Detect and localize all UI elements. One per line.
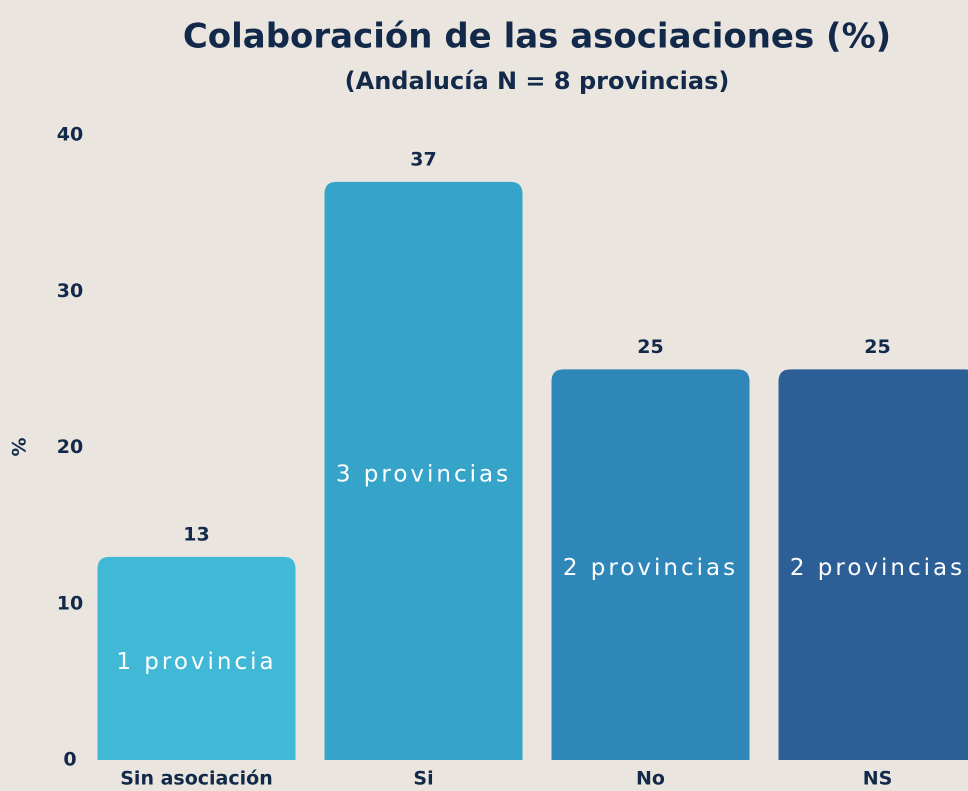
x-tick-label: Si	[413, 768, 433, 790]
chart-title: Colaboración de las asociaciones (%)	[183, 17, 891, 57]
y-tick-label: 0	[63, 749, 76, 771]
bar-annotation: 2 provincias	[790, 555, 965, 581]
x-tick-label: Sin asociación	[120, 768, 272, 790]
chart-subtitle: (Andalucía N = 8 provincias)	[345, 67, 730, 95]
value-label: 25	[864, 336, 890, 358]
y-tick-label: 20	[57, 436, 83, 458]
y-tick-label: 10	[57, 592, 83, 614]
y-tick-label: 30	[57, 280, 83, 302]
bar	[778, 369, 968, 760]
value-label: 37	[410, 148, 436, 170]
value-label: 25	[637, 336, 663, 358]
y-tick-label: 40	[57, 124, 83, 146]
bar-annotation: 3 provincias	[336, 461, 511, 487]
bar	[97, 556, 296, 760]
bar	[324, 181, 523, 760]
x-tick-label: No	[636, 768, 665, 790]
y-axis-label: %	[9, 437, 31, 456]
bar-annotation: 1 provincia	[116, 649, 276, 675]
bar-annotation: 2 provincias	[563, 555, 738, 581]
value-label: 13	[183, 523, 209, 545]
x-tick-label: NS	[863, 768, 893, 790]
bar	[551, 369, 750, 760]
